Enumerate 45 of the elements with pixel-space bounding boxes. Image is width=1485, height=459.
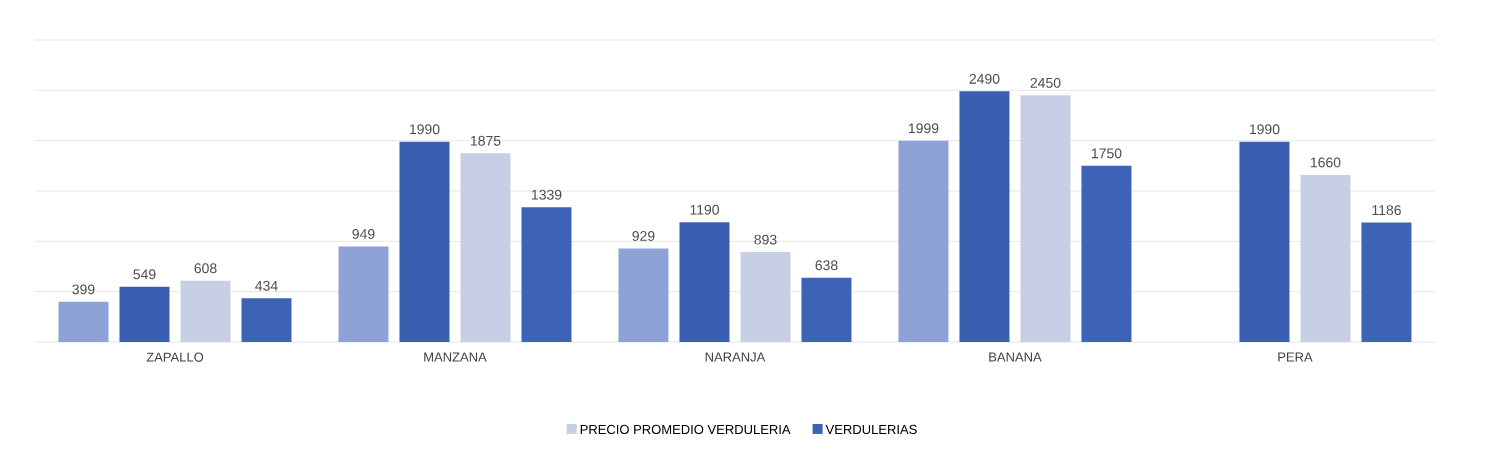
data-label: 434: [255, 280, 278, 291]
data-label: 893: [754, 234, 777, 245]
bar: [338, 246, 389, 342]
data-label: 549: [133, 269, 156, 280]
data-label: 399: [72, 284, 95, 295]
x-tick-label: BANANA: [989, 352, 1042, 362]
bar: [119, 286, 170, 342]
data-label: 929: [632, 231, 655, 241]
bar: [1239, 141, 1290, 342]
legend-label: VERDULERIAS: [825, 424, 917, 435]
bar: [241, 298, 292, 342]
data-label: 2490: [969, 73, 1000, 84]
x-tick-label: PERA: [1278, 352, 1313, 362]
bar: [959, 91, 1010, 342]
bar: [460, 153, 511, 342]
bar: [180, 280, 231, 342]
bar: [521, 207, 572, 342]
data-label: 1186: [1372, 205, 1401, 216]
legend-label: PRECIO PROMEDIO VERDULERIA: [580, 424, 791, 435]
bar: [801, 277, 852, 342]
data-label: 949: [352, 229, 375, 239]
bar: [1361, 222, 1412, 342]
data-label: 1990: [409, 124, 440, 135]
x-tick-label: MANZANA: [424, 352, 487, 362]
bar: [618, 248, 669, 342]
data-label: 1990: [1249, 124, 1280, 135]
data-label: 1190: [690, 204, 719, 215]
data-label: 2450: [1030, 77, 1061, 88]
x-tick-label: ZAPALLO: [146, 352, 204, 362]
bar: [740, 252, 791, 342]
bar: [58, 301, 109, 342]
bar: [1020, 95, 1071, 342]
data-label: 1875: [470, 135, 501, 146]
data-label: 638: [815, 260, 838, 271]
bar: [898, 140, 949, 342]
data-label: 1999: [908, 123, 939, 134]
data-label: 608: [194, 263, 217, 274]
data-label: 1750: [1091, 148, 1122, 159]
bar: [399, 141, 450, 342]
bar: [1081, 165, 1132, 342]
x-tick-label: NARANJA: [705, 352, 766, 362]
bar: [679, 222, 730, 342]
bar: [1300, 174, 1351, 342]
data-label: 1660: [1310, 157, 1341, 168]
data-label: 1339: [531, 189, 562, 200]
